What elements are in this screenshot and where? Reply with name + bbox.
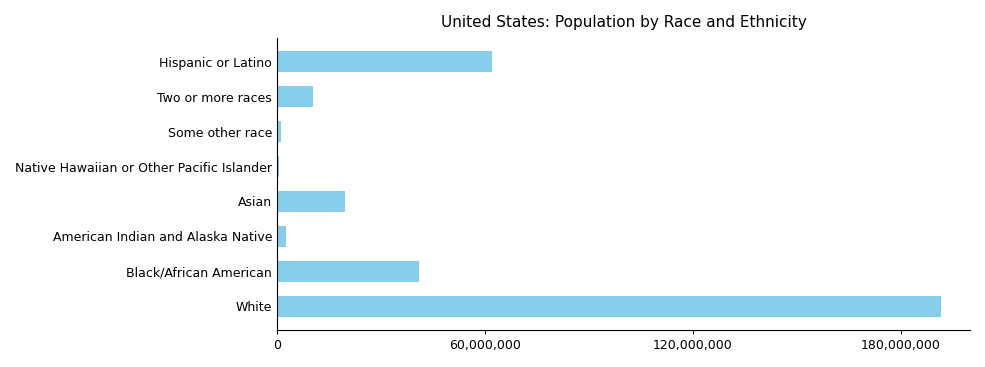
Title: United States: Population by Race and Ethnicity: United States: Population by Race and Et… <box>440 15 807 30</box>
Bar <box>277 191 345 212</box>
Bar <box>277 296 942 317</box>
Bar <box>277 86 313 107</box>
Bar <box>277 51 492 72</box>
Bar <box>277 121 281 142</box>
Bar <box>277 261 420 282</box>
Bar <box>277 226 287 247</box>
Bar <box>277 156 279 177</box>
